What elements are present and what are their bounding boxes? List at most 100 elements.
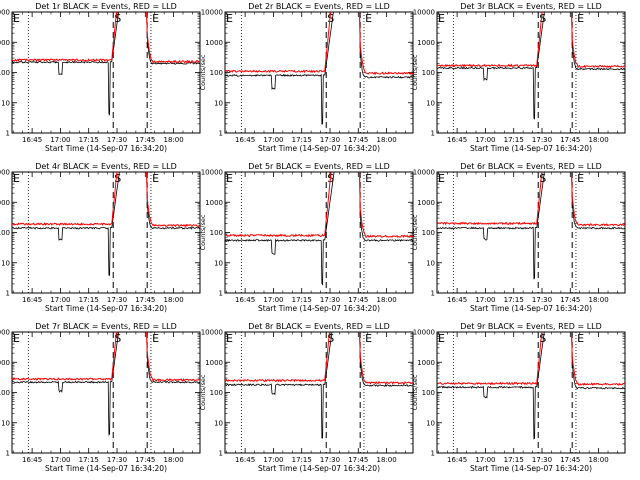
x-axis-label: Start Time (14-Sep-07 16:34:20) — [45, 304, 167, 313]
x-tick-label: 17:30 — [320, 136, 340, 144]
panel-title: Det 7r BLACK = Events, RED = LLD — [35, 322, 177, 331]
panel-title: Det 9r BLACK = Events, RED = LLD — [460, 322, 602, 331]
left-label: E — [438, 332, 445, 345]
x-tick-label: 17:30 — [320, 456, 340, 464]
y-tick-label: 1 — [6, 450, 10, 458]
end-marker-label: E — [152, 172, 159, 185]
plot-frame — [224, 171, 414, 294]
y-tick-label: 10000 — [0, 9, 10, 17]
end-marker-label: E — [152, 12, 159, 25]
x-tick-label: 18:00 — [376, 296, 396, 304]
y-axis-label: Counts/sec — [411, 214, 419, 250]
panel-title: Det 4r BLACK = Events, RED = LLD — [35, 162, 177, 171]
x-tick-label: 17:15 — [504, 136, 524, 144]
y-tick-label: 1000 — [417, 199, 435, 207]
panel-5: Det 5r BLACK = Events, RED = LLD 1 10 100 10… — [199, 162, 414, 313]
y-tick-label: 10000 — [413, 169, 435, 177]
events-series-line — [437, 12, 625, 120]
x-tick-label: 17:30 — [107, 136, 127, 144]
y-tick-label: 100 — [422, 389, 435, 397]
lld-series-line — [225, 12, 413, 76]
y-tick-label: 100 — [0, 229, 10, 237]
y-tick-label: 10000 — [413, 329, 435, 337]
y-tick-label: 10000 — [201, 169, 223, 177]
y-axis-label: Counts/sec — [411, 54, 419, 90]
events-series-line — [437, 332, 625, 440]
y-tick-label: 1 — [431, 130, 435, 138]
x-tick-label: 18:00 — [588, 296, 608, 304]
panel-9: Det 9r BLACK = Events, RED = LLD 1 10 100 10… — [411, 322, 626, 473]
y-tick-label: 1000 — [205, 39, 223, 47]
end-marker-label: E — [577, 172, 584, 185]
y-tick-label: 100 — [422, 229, 435, 237]
y-axis-label: Counts/sec — [199, 54, 207, 90]
x-tick-label: 17:45 — [348, 456, 368, 464]
y-axis-label: Counts/sec — [199, 374, 207, 410]
left-label: E — [226, 332, 233, 345]
left-label: E — [226, 12, 233, 25]
x-tick-label: 17:00 — [50, 296, 70, 304]
panel-1: Det 1r BLACK = Events, RED = LLD 1 10 100 10… — [0, 2, 201, 153]
panel-title: Det 1r BLACK = Events, RED = LLD — [35, 2, 177, 11]
y-tick-label: 10000 — [201, 9, 223, 17]
plot-frame — [11, 11, 201, 134]
x-tick-label: 16:45 — [447, 136, 467, 144]
events-series-line — [12, 12, 200, 116]
y-tick-label: 10 — [214, 419, 223, 427]
y-tick-label: 10 — [426, 99, 435, 107]
x-tick-label: 16:45 — [447, 456, 467, 464]
y-tick-label: 1000 — [0, 199, 10, 207]
x-tick-label: 17:30 — [107, 296, 127, 304]
y-tick-label: 100 — [422, 69, 435, 77]
end-marker-label: E — [577, 12, 584, 25]
plot-frame — [11, 331, 201, 454]
y-tick-label: 1000 — [0, 359, 10, 367]
x-tick-label: 16:45 — [22, 296, 42, 304]
events-series-line — [225, 12, 413, 125]
x-tick-label: 17:45 — [135, 456, 155, 464]
panel-6: Det 6r BLACK = Events, RED = LLD 1 10 100 10… — [411, 162, 626, 313]
left-label: E — [13, 332, 20, 345]
x-axis-label: Start Time (14-Sep-07 16:34:20) — [470, 144, 592, 153]
x-tick-label: 17:15 — [292, 296, 312, 304]
x-tick-label: 17:00 — [50, 136, 70, 144]
x-axis-label: Start Time (14-Sep-07 16:34:20) — [470, 304, 592, 313]
x-tick-label: 18:00 — [163, 456, 183, 464]
lld-series-line — [12, 12, 200, 64]
x-tick-label: 16:45 — [447, 296, 467, 304]
y-tick-label: 10 — [426, 259, 435, 267]
x-axis-label: Start Time (14-Sep-07 16:34:20) — [258, 464, 380, 473]
events-series-line — [12, 172, 200, 276]
panel-title: Det 6r BLACK = Events, RED = LLD — [460, 162, 602, 171]
y-tick-label: 10 — [1, 419, 10, 427]
x-tick-label: 17:30 — [532, 456, 552, 464]
x-tick-label: 17:15 — [504, 296, 524, 304]
x-tick-label: 17:15 — [79, 296, 99, 304]
y-tick-label: 1000 — [205, 359, 223, 367]
y-tick-label: 1000 — [417, 359, 435, 367]
x-tick-label: 17:00 — [475, 136, 495, 144]
events-series-line — [225, 172, 413, 286]
lld-series-line — [225, 172, 413, 239]
left-label: E — [226, 172, 233, 185]
panel-title: Det 5r BLACK = Events, RED = LLD — [248, 162, 390, 171]
y-tick-label: 1 — [6, 290, 10, 298]
start-marker-label: S — [539, 332, 546, 345]
x-axis-label: Start Time (14-Sep-07 16:34:20) — [470, 464, 592, 473]
events-series-line — [437, 172, 625, 280]
start-marker-label: S — [539, 172, 546, 185]
lld-series-line — [437, 172, 625, 227]
y-tick-label: 1000 — [0, 39, 10, 47]
x-tick-label: 18:00 — [588, 456, 608, 464]
panel-title: Det 8r BLACK = Events, RED = LLD — [248, 322, 390, 331]
x-tick-label: 17:30 — [532, 296, 552, 304]
x-tick-label: 17:00 — [50, 456, 70, 464]
x-tick-label: 17:15 — [79, 136, 99, 144]
lld-series-line — [437, 332, 625, 386]
left-label: E — [13, 172, 20, 185]
y-axis-label: Counts/sec — [411, 374, 419, 410]
left-label: E — [438, 12, 445, 25]
x-tick-label: 17:45 — [560, 136, 580, 144]
x-axis-label: Start Time (14-Sep-07 16:34:20) — [45, 464, 167, 473]
